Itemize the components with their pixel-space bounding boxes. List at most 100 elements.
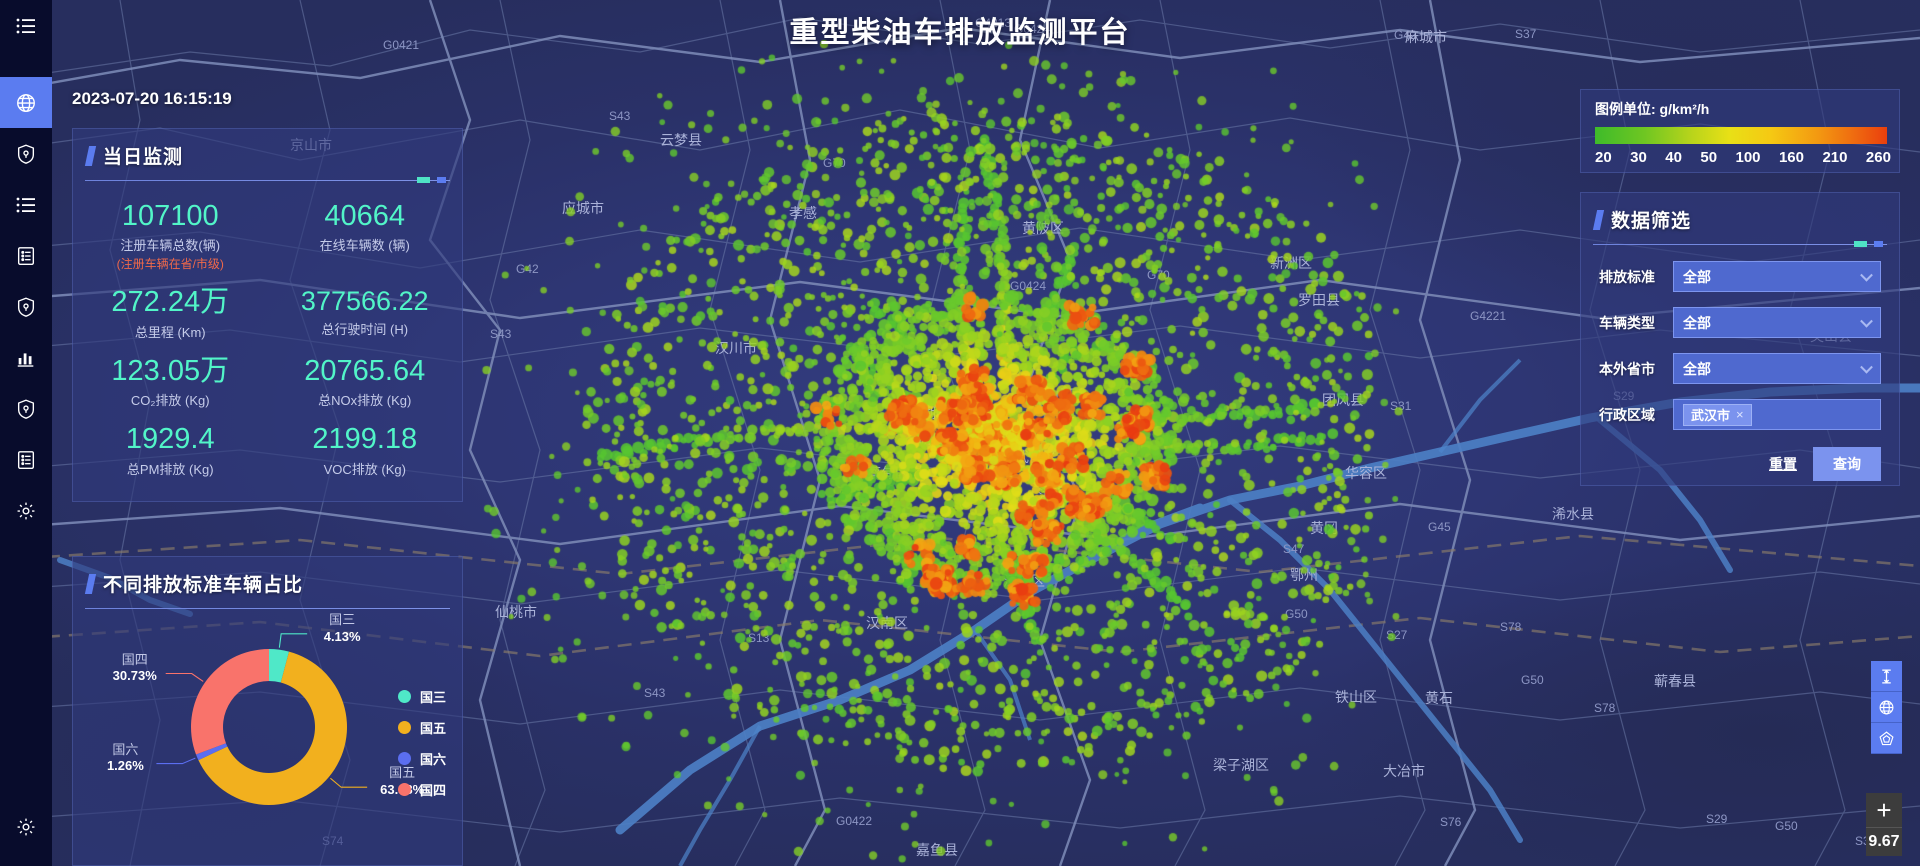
shield-icon [17, 297, 35, 317]
measure-tool-button[interactable] [1871, 661, 1902, 692]
sidebar-item-report-2[interactable] [0, 434, 52, 485]
map-zoom-control[interactable]: + 9.67 [1866, 793, 1902, 856]
donut-legend-item[interactable]: 国三 [397, 687, 446, 706]
donut-legend-item[interactable]: 国六 [397, 749, 446, 768]
stat-total-drive-time: 377566.22 总行驶时间 (H) [268, 281, 463, 349]
emission-standard-share-panel: 不同排放标准车辆占比 国三4.13%国五63.88%国六1.26%国四30.73… [72, 556, 463, 866]
left-nav-rail[interactable] [0, 0, 52, 866]
legend-color-swatch [397, 783, 411, 796]
layer-globe-tool-button[interactable] [1871, 692, 1902, 723]
shield-icon [17, 399, 35, 419]
tag-remove-icon[interactable]: × [1736, 407, 1744, 422]
select-value: 全部 [1683, 360, 1711, 377]
sidebar-item-report-1[interactable] [0, 230, 52, 281]
legend-color-swatch [397, 721, 411, 734]
map-place-label: 铁山区 [1335, 689, 1377, 705]
province-origin-select[interactable]: 全部 [1673, 353, 1881, 384]
sidebar-item-menu-list[interactable] [0, 0, 52, 51]
select-value: 全部 [1683, 314, 1711, 331]
map-place-label: 孝感 [789, 205, 817, 221]
sidebar-item-bottom-settings[interactable] [0, 801, 52, 852]
donut-legend-item[interactable]: 国五 [397, 718, 446, 737]
filter-panel-header: 数据筛选 [1581, 193, 1899, 244]
filter-label: 排放标准 [1599, 268, 1655, 285]
map-place-label: 华容区 [1345, 465, 1387, 481]
sidebar-item-globe[interactable] [0, 77, 52, 128]
sidebar-item-shield-1[interactable] [0, 128, 52, 179]
list-icon [16, 197, 35, 212]
map-place-label: 鄂州 [1290, 567, 1318, 583]
stat-value: 2199.18 [312, 423, 418, 456]
sidebar-item-chart[interactable] [0, 332, 52, 383]
map-place-label: S37 [1515, 27, 1537, 41]
emission-color-legend: 图例单位: g/km²/h 20 30 40 50 100 160 210 260 [1580, 89, 1900, 173]
sidebar-item-list-2[interactable] [0, 179, 52, 230]
map-place-label: S78 [1500, 620, 1522, 634]
color-legend-tick: 210 [1822, 149, 1848, 166]
tag-label: 武汉市 [1691, 408, 1731, 423]
vehicle-type-select[interactable]: 全部 [1673, 307, 1881, 338]
stat-value: 40664 [324, 200, 406, 232]
map-place-label: S47 [1283, 542, 1305, 556]
donut-slice-label: 国四 30.73% [104, 652, 166, 686]
query-button[interactable]: 查询 [1813, 447, 1881, 481]
donut-slice[interactable] [191, 649, 269, 755]
sidebar-item-shield-2[interactable] [0, 281, 52, 332]
filter-row-admin-region: 行政区域 武汉市 × [1599, 399, 1881, 430]
emission-standard-select[interactable]: 全部 [1673, 261, 1881, 292]
map-place-label: 硚口区 [918, 431, 960, 447]
stat-pm-emission: 1929.4 总PM排放 (Kg) [73, 418, 268, 486]
filter-panel-divider [1593, 241, 1887, 247]
region-tag-wuhan[interactable]: 武汉市 × [1683, 403, 1752, 426]
color-legend-tick: 100 [1735, 149, 1761, 166]
sidebar-item-shield-3[interactable] [0, 383, 52, 434]
polygon-icon [1879, 730, 1894, 745]
stat-sublabel: (注册车辆在省/市级) [116, 257, 224, 272]
gear-icon [17, 818, 35, 835]
map-tool-buttons[interactable] [1871, 661, 1902, 754]
sidebar-item-settings[interactable] [0, 485, 52, 536]
donut-legend-item[interactable]: 国四 [397, 780, 446, 799]
globe-icon [1879, 700, 1894, 714]
color-legend-tick: 30 [1630, 149, 1647, 166]
stats-panel-header: 当日监测 [73, 129, 462, 180]
color-legend-tick: 50 [1700, 149, 1718, 166]
filter-row-province-origin: 本外省市 全部 [1599, 353, 1881, 384]
map-place-label: 嘉鱼县 [916, 842, 958, 858]
stat-online-vehicles: 40664 在线车辆数 (辆) [268, 195, 463, 281]
map-place-label: 蕲春县 [1654, 673, 1696, 689]
admin-region-multiselect[interactable]: 武汉市 × [1673, 399, 1881, 430]
color-legend-tick: 260 [1865, 149, 1891, 166]
stat-value: 377566.22 [300, 286, 429, 317]
stat-label: VOC排放 (Kg) [323, 461, 406, 477]
donut-label-name: 国六 [112, 741, 139, 757]
area-draw-tool-button[interactable] [1871, 723, 1902, 754]
map-place-label: 大冶市 [1383, 763, 1425, 779]
divider-marker-b [437, 177, 446, 183]
stats-grid: 107100 注册车辆总数(辆) (注册车辆在省/市级) 40664 在线车辆数… [73, 181, 462, 487]
reset-button[interactable]: 重置 [1769, 456, 1797, 472]
map-place-label: 浠水县 [1552, 506, 1594, 522]
filter-actions: 重置 查询 [1581, 445, 1899, 481]
zoom-in-button[interactable]: + [1866, 793, 1902, 828]
map-place-label: 洪山区 [1038, 487, 1080, 503]
map-place-label: G0424 [1010, 279, 1046, 293]
map-place-label: 麻城市 [1405, 29, 1447, 45]
color-legend-tick: 40 [1665, 149, 1682, 166]
donut-legend[interactable]: 国三 国五 国六 国四 [397, 687, 446, 799]
stat-label: 总行驶时间 (H) [321, 322, 409, 338]
color-legend-ticks: 20 30 40 50 100 160 210 260 [1595, 149, 1891, 166]
accent-bar-icon [1592, 209, 1605, 230]
bar-chart-icon [17, 352, 34, 367]
map-place-label: 新洲区 [1270, 255, 1312, 271]
accent-bar-icon [84, 145, 97, 166]
map-place-label: G0422 [836, 814, 872, 828]
donut-leader-line [156, 757, 196, 765]
stat-label: 总里程 (Km) [134, 324, 206, 340]
map-place-label: 青山区 [1041, 387, 1083, 403]
filter-row-emission-standard: 排放标准 全部 [1599, 261, 1881, 292]
map-place-label: 应城市 [562, 200, 604, 216]
select-value: 全部 [1683, 268, 1711, 285]
map-place-label: 汉川市 [715, 340, 757, 356]
